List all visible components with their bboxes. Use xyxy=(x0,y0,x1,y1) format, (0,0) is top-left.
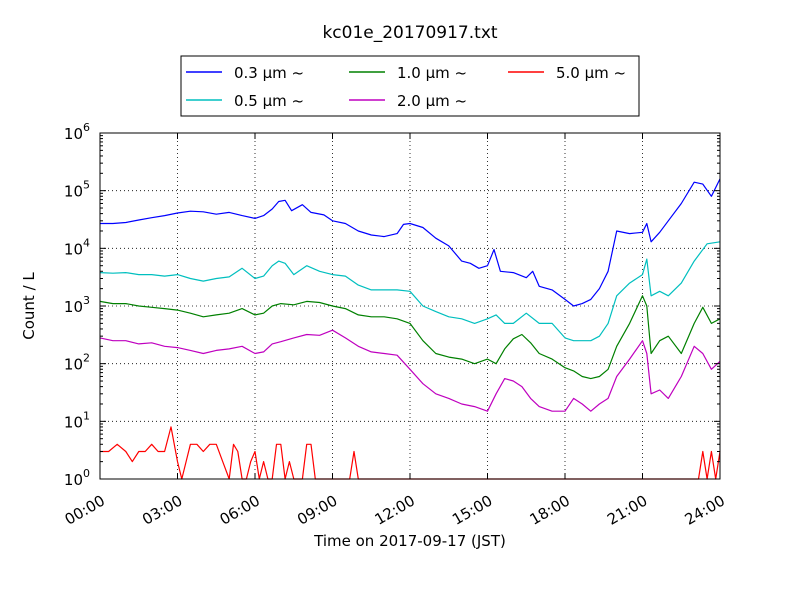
y-tick-base: 10 xyxy=(64,125,83,143)
y-tick-exponent: 6 xyxy=(83,121,90,134)
x-tick-label: 09:00 xyxy=(294,492,340,529)
series-line-3 xyxy=(99,329,721,412)
y-tick-base: 10 xyxy=(64,183,83,201)
x-tick-label: 21:00 xyxy=(604,492,650,529)
legend-frame xyxy=(180,55,640,117)
x-axis-label: Time on 2017-09-17 (JST) xyxy=(313,532,506,550)
x-tick-label: 06:00 xyxy=(217,492,263,529)
chart-title: kc01e_20170917.txt xyxy=(322,23,497,43)
y-tick-label: 105 xyxy=(64,179,90,201)
y-tick-exponent: 0 xyxy=(83,467,90,480)
x-tick-label: 15:00 xyxy=(449,492,495,529)
y-tick-label: 100 xyxy=(64,467,90,489)
x-tick-label: 00:00 xyxy=(62,492,108,529)
y-tick-base: 10 xyxy=(64,356,83,374)
y-tick-exponent: 2 xyxy=(83,352,90,365)
y-tick-exponent: 1 xyxy=(83,409,90,422)
x-tick-label: 18:00 xyxy=(527,492,573,529)
y-tick-exponent: 4 xyxy=(83,236,90,249)
y-tick-base: 10 xyxy=(64,298,83,316)
y-tick-label: 101 xyxy=(64,409,90,431)
y-tick-exponent: 5 xyxy=(83,179,90,192)
x-tick-label: 12:00 xyxy=(372,492,418,529)
legend-label-2: 1.0 μm ~ xyxy=(397,64,467,82)
y-tick-label: 106 xyxy=(64,121,90,143)
y-tick-label: 104 xyxy=(64,236,90,258)
series-line-0 xyxy=(100,178,721,307)
y-axis-label: Count / L xyxy=(20,272,38,340)
y-tick-base: 10 xyxy=(64,413,83,431)
legend-label-3: 2.0 μm ~ xyxy=(397,92,467,110)
y-tick-base: 10 xyxy=(64,240,83,258)
legend-label-1: 0.5 μm ~ xyxy=(234,92,304,110)
y-tick-exponent: 3 xyxy=(83,294,90,307)
y-tick-label: 102 xyxy=(64,352,90,374)
y-tick-label: 103 xyxy=(64,294,90,316)
x-tick-label: 24:00 xyxy=(682,492,728,529)
series-line-2 xyxy=(99,295,721,380)
y-tick-base: 10 xyxy=(64,471,83,489)
series-line-1 xyxy=(99,241,721,342)
legend-label-4: 5.0 μm ~ xyxy=(556,64,626,82)
x-tick-label: 03:00 xyxy=(139,492,185,529)
legend: 0.3 μm ~ 0.5 μm ~ 1.0 μm ~ 2.0 μm ~ 5.0 μm ~ xyxy=(180,55,640,117)
legend-label-0: 0.3 μm ~ xyxy=(234,64,304,82)
